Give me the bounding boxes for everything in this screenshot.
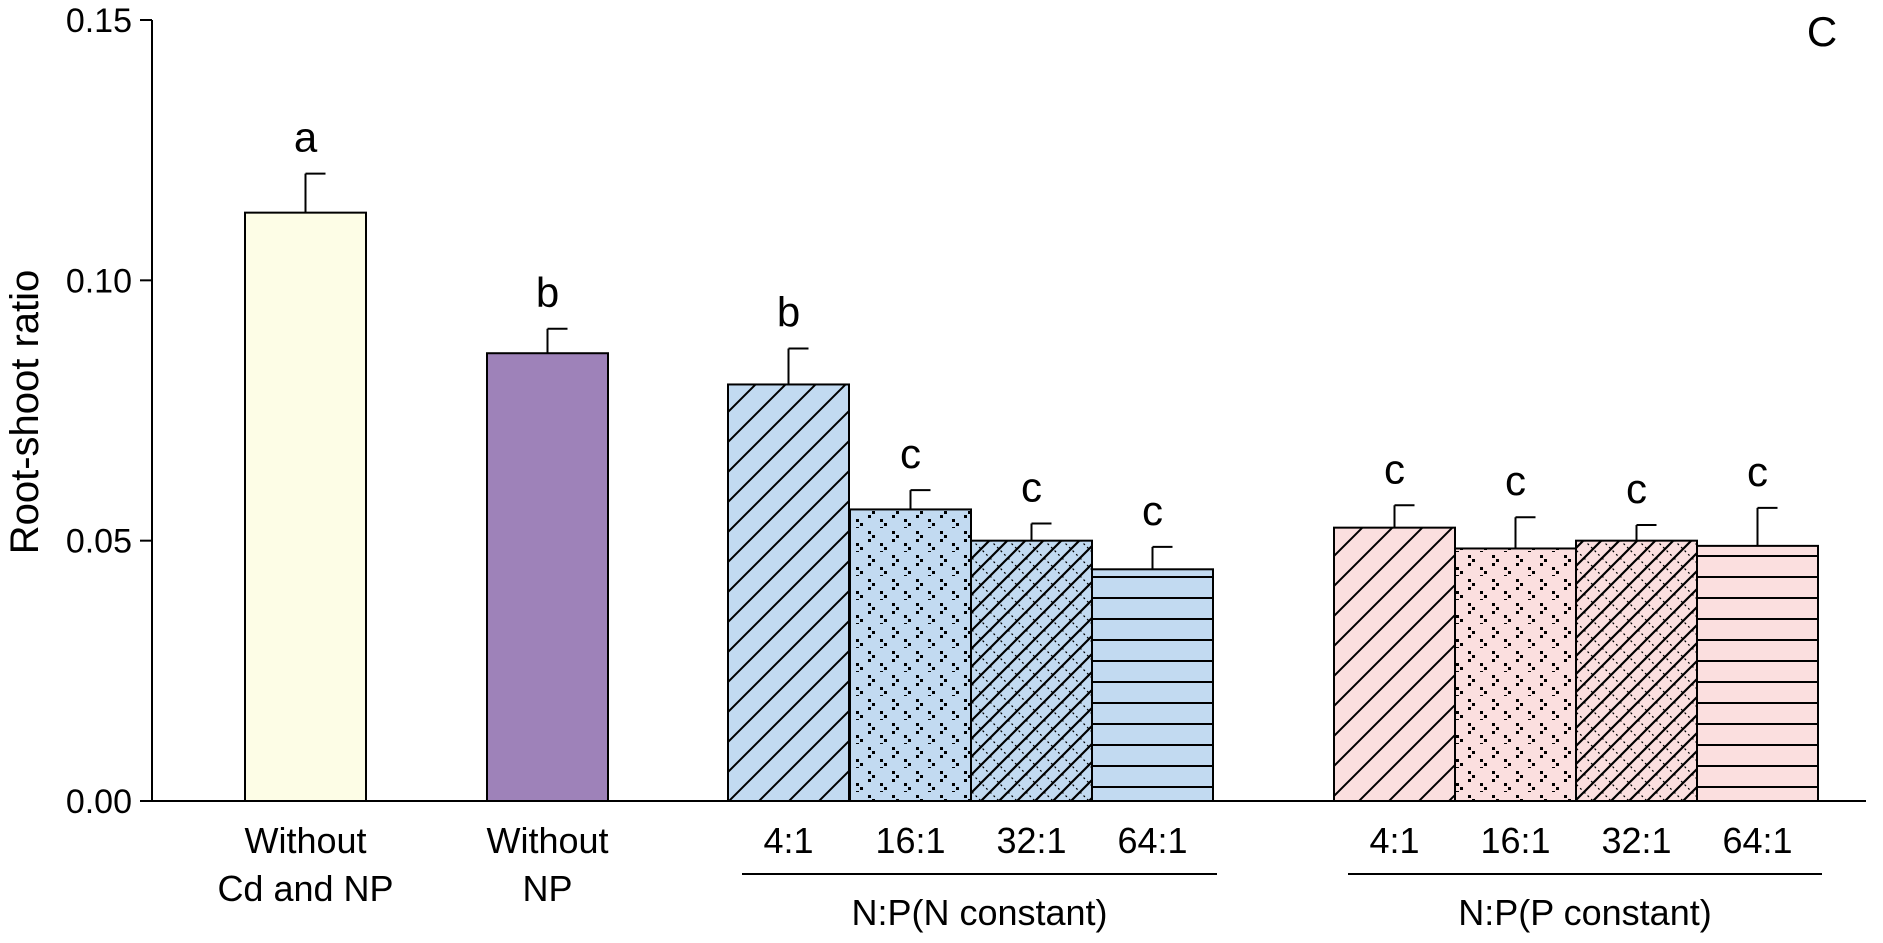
y-tick-label: 0.15 bbox=[66, 2, 132, 40]
y-tick-label: 0.05 bbox=[66, 523, 132, 561]
significance-letter: c bbox=[900, 430, 921, 477]
y-axis-title: Root-shoot ratio bbox=[3, 270, 47, 555]
significance-letter: c bbox=[1384, 445, 1405, 492]
y-tick-label: 0.00 bbox=[66, 783, 132, 821]
category-label: NP bbox=[522, 868, 572, 909]
significance-letter: c bbox=[1505, 457, 1526, 504]
bar-pattern bbox=[728, 384, 849, 801]
category-label: 64:1 bbox=[1117, 820, 1187, 861]
bar-pattern bbox=[1455, 548, 1576, 801]
y-axis-ticks: 0.00 0.05 0.10 0.15 bbox=[66, 2, 152, 821]
category-label: 32:1 bbox=[1601, 820, 1671, 861]
bar-pattern bbox=[1092, 569, 1213, 801]
bar-pattern bbox=[971, 540, 1092, 801]
bar-fill bbox=[245, 212, 366, 801]
significance-letter: b bbox=[777, 289, 800, 336]
group-labels: N:P(N constant) N:P(P constant) bbox=[742, 873, 1822, 933]
significance-letters: a b b c c c c c c c bbox=[294, 114, 1768, 534]
category-label: 16:1 bbox=[1480, 820, 1550, 861]
bar-pattern bbox=[1697, 545, 1818, 801]
category-label: 32:1 bbox=[996, 820, 1066, 861]
category-label: Cd and NP bbox=[217, 868, 393, 909]
significance-letter: c bbox=[1626, 465, 1647, 512]
bar-pattern bbox=[1576, 540, 1697, 801]
error-bars bbox=[304, 172, 1778, 570]
significance-letter: c bbox=[1142, 487, 1163, 534]
significance-letter: a bbox=[294, 114, 318, 161]
significance-letter: c bbox=[1747, 448, 1768, 495]
y-tick-label: 0.10 bbox=[66, 262, 132, 300]
category-label: Without bbox=[244, 820, 366, 861]
significance-letter: b bbox=[536, 269, 559, 316]
bar-pattern bbox=[850, 509, 971, 801]
bars bbox=[244, 211, 1819, 803]
category-label: Without bbox=[486, 820, 608, 861]
group-label: N:P(N constant) bbox=[851, 892, 1107, 933]
category-label: 64:1 bbox=[1722, 820, 1792, 861]
panel-label: C bbox=[1807, 8, 1837, 55]
bar-fill bbox=[487, 353, 608, 801]
category-label: 16:1 bbox=[875, 820, 945, 861]
category-labels: Without Cd and NP Without NP 4:1 16:1 32:1 64:1… bbox=[217, 820, 1792, 909]
group-label: N:P(P constant) bbox=[1458, 892, 1711, 933]
bar-pattern bbox=[1334, 527, 1455, 801]
category-label: 4:1 bbox=[763, 820, 813, 861]
category-label: 4:1 bbox=[1369, 820, 1419, 861]
significance-letter: c bbox=[1021, 463, 1042, 510]
